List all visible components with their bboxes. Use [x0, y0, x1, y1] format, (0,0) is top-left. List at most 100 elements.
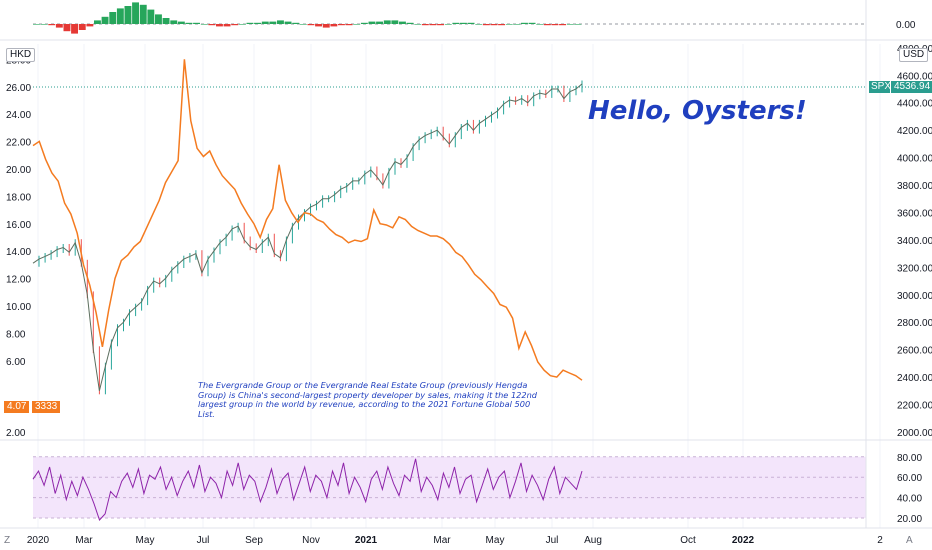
currency-right-badge[interactable]: USD	[899, 48, 929, 62]
histogram-bar	[429, 24, 437, 26]
histogram-bar	[124, 6, 132, 24]
left-axis-tick-label: 24.00	[6, 110, 31, 121]
histogram-bar	[521, 22, 528, 24]
left-axis-tick-label: 22.00	[6, 138, 31, 149]
histogram-bar	[170, 20, 178, 24]
left-axis-tick-label: 2.00	[6, 428, 26, 439]
histogram-bar	[261, 21, 269, 24]
right-axis-tick-label: 4600.00	[897, 71, 932, 82]
histogram-bar	[223, 24, 231, 27]
histogram-bar	[71, 24, 78, 34]
histogram-bar	[498, 24, 505, 26]
histogram-bar	[208, 24, 216, 26]
histogram-bar	[467, 22, 475, 24]
histogram-bar	[475, 24, 483, 25]
histogram-bar	[551, 24, 559, 26]
histogram-bar	[307, 24, 315, 26]
currency-left-badge[interactable]: HKD	[6, 48, 36, 62]
time-axis-tick-label: 2	[877, 535, 883, 546]
histogram-bar	[322, 24, 330, 28]
histogram-bar	[368, 21, 376, 24]
annotation-title: Hello, Oysters!	[588, 96, 807, 126]
histogram-bar	[185, 22, 193, 24]
histogram-bar	[101, 16, 109, 24]
histogram-bar	[78, 24, 86, 30]
oscillator-tick-label: 20.00	[897, 514, 922, 525]
time-axis-tick-label: Mar	[75, 535, 93, 546]
histogram-bar	[155, 14, 162, 24]
histogram-bar	[528, 22, 536, 24]
histogram-bar	[238, 24, 246, 25]
oscillator-pane	[32, 456, 866, 521]
histogram-bar	[460, 22, 467, 24]
histogram-bar	[269, 21, 277, 24]
left-axis-tick-label: 18.00	[6, 192, 31, 203]
histogram-pane: 0.00	[33, 2, 916, 34]
histogram-bar	[162, 18, 170, 24]
evergrande-series-line	[32, 59, 583, 381]
time-axis-tick-label: Jul	[197, 535, 210, 546]
histogram-bar	[315, 24, 322, 27]
left-axis-tick-label: 10.00	[6, 302, 31, 313]
main-price-pane	[32, 59, 866, 395]
spx-last-price-badge: 4536.94	[891, 81, 932, 93]
histogram-bar	[330, 24, 338, 27]
histogram-bar	[48, 24, 56, 26]
time-axis-tick-label: May	[486, 535, 505, 546]
auto-scale-button[interactable]: A	[906, 535, 913, 546]
histogram-bar	[421, 24, 429, 26]
histogram-bar	[399, 21, 406, 24]
histogram-bar	[391, 20, 399, 24]
right-axis-tick-label: 2200.00	[897, 401, 932, 412]
histogram-bar	[55, 24, 63, 28]
histogram-bar	[132, 2, 139, 25]
right-axis-tick-label: 2000.00	[897, 428, 932, 439]
histogram-bar	[406, 22, 414, 24]
histogram-bar	[353, 24, 361, 25]
histogram-bar	[109, 12, 117, 24]
left-axis-tick-label: 20.00	[6, 165, 31, 176]
right-axis-tick-label: 3200.00	[897, 263, 932, 274]
time-axis-tick-label: 2020	[27, 535, 50, 546]
histogram-bar	[360, 22, 368, 24]
histogram-bar	[338, 24, 345, 26]
zero-tick-label: 0.00	[896, 20, 916, 31]
histogram-bar	[177, 21, 185, 24]
evergrande-last-price-badge: 4.07	[4, 401, 30, 413]
histogram-bar	[193, 22, 200, 24]
right-axis-tick-label: 3800.00	[897, 181, 932, 192]
evergrande-ticker-badge: 3333	[32, 401, 61, 413]
right-axis-tick-label: 4400.00	[897, 99, 932, 110]
histogram-bar	[482, 24, 490, 26]
right-axis-tick-label: 3400.00	[897, 236, 932, 247]
time-axis-tick-label: Oct	[680, 535, 696, 546]
histogram-bar	[505, 24, 513, 25]
oscillator-tick-label: 80.00	[897, 453, 922, 464]
left-axis-tick-label: 12.00	[6, 275, 31, 286]
histogram-bar	[147, 9, 155, 24]
histogram-bar	[277, 20, 284, 24]
histogram-bar	[536, 24, 544, 25]
time-axis-tick-label: 2022	[732, 535, 755, 546]
histogram-bar	[345, 24, 353, 26]
histogram-bar	[559, 24, 566, 26]
time-axis-tick-label: Mar	[433, 535, 451, 546]
oscillator-tick-label: 40.00	[897, 494, 922, 505]
histogram-bar	[94, 20, 101, 24]
histogram-bar	[414, 24, 422, 25]
histogram-bar	[33, 24, 40, 25]
histogram-bar	[444, 24, 452, 25]
histogram-bar	[200, 24, 208, 25]
right-axis-tick-label: 3000.00	[897, 291, 932, 302]
left-axis-tick-label: 14.00	[6, 247, 31, 258]
oscillator-tick-label: 60.00	[897, 473, 922, 484]
histogram-bar	[376, 21, 383, 24]
grid-lines	[37, 44, 881, 528]
spx-series-line	[32, 83, 583, 391]
histogram-bar	[246, 22, 254, 24]
left-axis-tick-label: 16.00	[6, 220, 31, 231]
time-axis-tick-label: Aug	[584, 535, 602, 546]
histogram-bar	[574, 24, 582, 25]
zoom-button[interactable]: Z	[4, 535, 11, 546]
